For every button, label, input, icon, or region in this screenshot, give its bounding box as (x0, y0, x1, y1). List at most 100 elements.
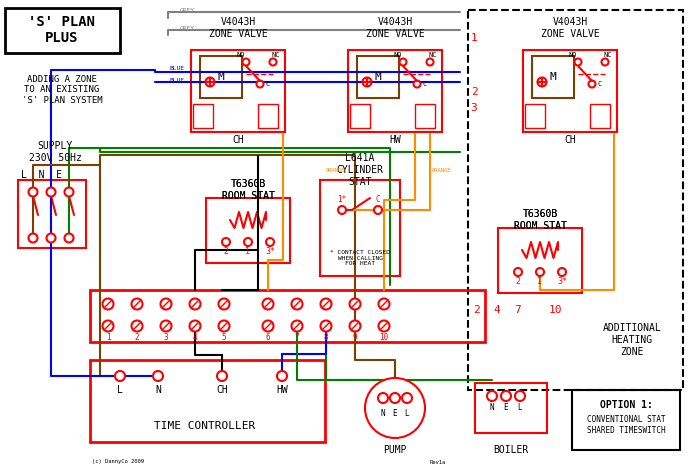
Text: 7: 7 (515, 305, 522, 315)
Text: 10: 10 (380, 334, 388, 343)
Circle shape (244, 238, 252, 246)
Text: 3: 3 (164, 334, 168, 343)
Text: 10: 10 (549, 305, 562, 315)
Text: NC: NC (272, 52, 280, 58)
Circle shape (257, 80, 264, 88)
Circle shape (338, 206, 346, 214)
Text: L641A
CYLINDER
STAT: L641A CYLINDER STAT (337, 154, 384, 187)
Circle shape (28, 234, 37, 242)
Bar (200, 56, 242, 98)
Text: M: M (550, 72, 556, 82)
Text: CH: CH (564, 135, 576, 145)
Text: 8: 8 (324, 334, 328, 343)
Text: V4043H
ZONE VALVE: V4043H ZONE VALVE (541, 17, 600, 39)
Bar (193, 104, 213, 128)
Text: 5: 5 (221, 334, 226, 343)
Text: 9: 9 (353, 334, 357, 343)
Text: E: E (393, 409, 397, 417)
Circle shape (291, 321, 302, 331)
Text: L: L (405, 409, 409, 417)
Circle shape (515, 391, 525, 401)
Circle shape (378, 393, 388, 403)
Circle shape (153, 371, 163, 381)
Circle shape (400, 58, 406, 66)
Circle shape (487, 391, 497, 401)
Text: 1: 1 (538, 278, 542, 286)
Circle shape (190, 321, 201, 331)
Text: E: E (504, 403, 509, 412)
Text: C: C (423, 81, 427, 87)
Text: 2: 2 (224, 248, 228, 256)
Bar (532, 56, 574, 98)
Circle shape (277, 371, 287, 381)
Circle shape (64, 188, 74, 197)
Circle shape (219, 299, 230, 309)
Circle shape (362, 78, 371, 87)
Circle shape (426, 58, 433, 66)
Text: CH: CH (232, 135, 244, 145)
Text: N: N (155, 385, 161, 395)
Circle shape (206, 78, 215, 87)
Circle shape (413, 80, 420, 88)
Bar (475, 383, 547, 433)
Circle shape (602, 58, 609, 66)
Text: 2: 2 (471, 87, 477, 97)
Text: C: C (598, 81, 602, 87)
Circle shape (514, 268, 522, 276)
Bar (5, 8, 120, 53)
Text: 1*: 1* (337, 196, 346, 205)
Circle shape (270, 58, 277, 66)
Text: 6: 6 (266, 334, 270, 343)
Circle shape (161, 299, 172, 309)
Bar (90, 290, 485, 342)
Bar (415, 104, 435, 128)
Text: ORANGE: ORANGE (326, 168, 345, 173)
Text: BOILER: BOILER (493, 445, 529, 455)
Text: N: N (381, 409, 385, 417)
Text: 7: 7 (295, 334, 299, 343)
Text: 3*: 3* (557, 278, 567, 286)
Circle shape (132, 299, 143, 309)
Text: 2: 2 (473, 305, 480, 315)
Circle shape (365, 378, 425, 438)
Text: T6360B
ROOM STAT: T6360B ROOM STAT (221, 179, 275, 201)
Circle shape (402, 393, 412, 403)
Text: (c) DannyCo 2009: (c) DannyCo 2009 (92, 460, 144, 465)
Circle shape (190, 299, 201, 309)
Circle shape (291, 299, 302, 309)
Text: Rev1a: Rev1a (430, 460, 446, 465)
Text: CH: CH (216, 385, 228, 395)
Text: N: N (490, 403, 494, 412)
Text: 'S' PLAN
PLUS: 'S' PLAN PLUS (28, 15, 95, 45)
Text: L  N  E: L N E (21, 170, 63, 180)
Circle shape (350, 299, 360, 309)
Text: L: L (117, 385, 123, 395)
Text: ORANGE: ORANGE (432, 168, 451, 173)
Text: 4: 4 (493, 305, 500, 315)
Circle shape (536, 268, 544, 276)
Circle shape (501, 391, 511, 401)
Circle shape (374, 206, 382, 214)
Bar (18, 180, 86, 248)
Circle shape (242, 58, 250, 66)
Circle shape (320, 321, 331, 331)
Bar (572, 390, 680, 450)
Circle shape (219, 321, 230, 331)
Bar (191, 50, 285, 132)
Text: L: L (518, 403, 522, 412)
Text: M: M (217, 72, 224, 82)
Circle shape (28, 188, 37, 197)
Circle shape (103, 299, 113, 309)
Circle shape (46, 188, 55, 197)
Text: NO: NO (237, 52, 245, 58)
Text: ADDING A ZONE
TO AN EXISTING
'S' PLAN SYSTEM: ADDING A ZONE TO AN EXISTING 'S' PLAN SY… (21, 75, 102, 105)
Text: 2: 2 (135, 334, 139, 343)
Bar (523, 50, 617, 132)
Circle shape (262, 299, 273, 309)
Text: GREY: GREY (180, 25, 195, 30)
Text: GREY: GREY (180, 7, 195, 13)
Text: NC: NC (604, 52, 612, 58)
Text: C: C (375, 196, 380, 205)
Circle shape (103, 321, 113, 331)
Circle shape (46, 234, 55, 242)
